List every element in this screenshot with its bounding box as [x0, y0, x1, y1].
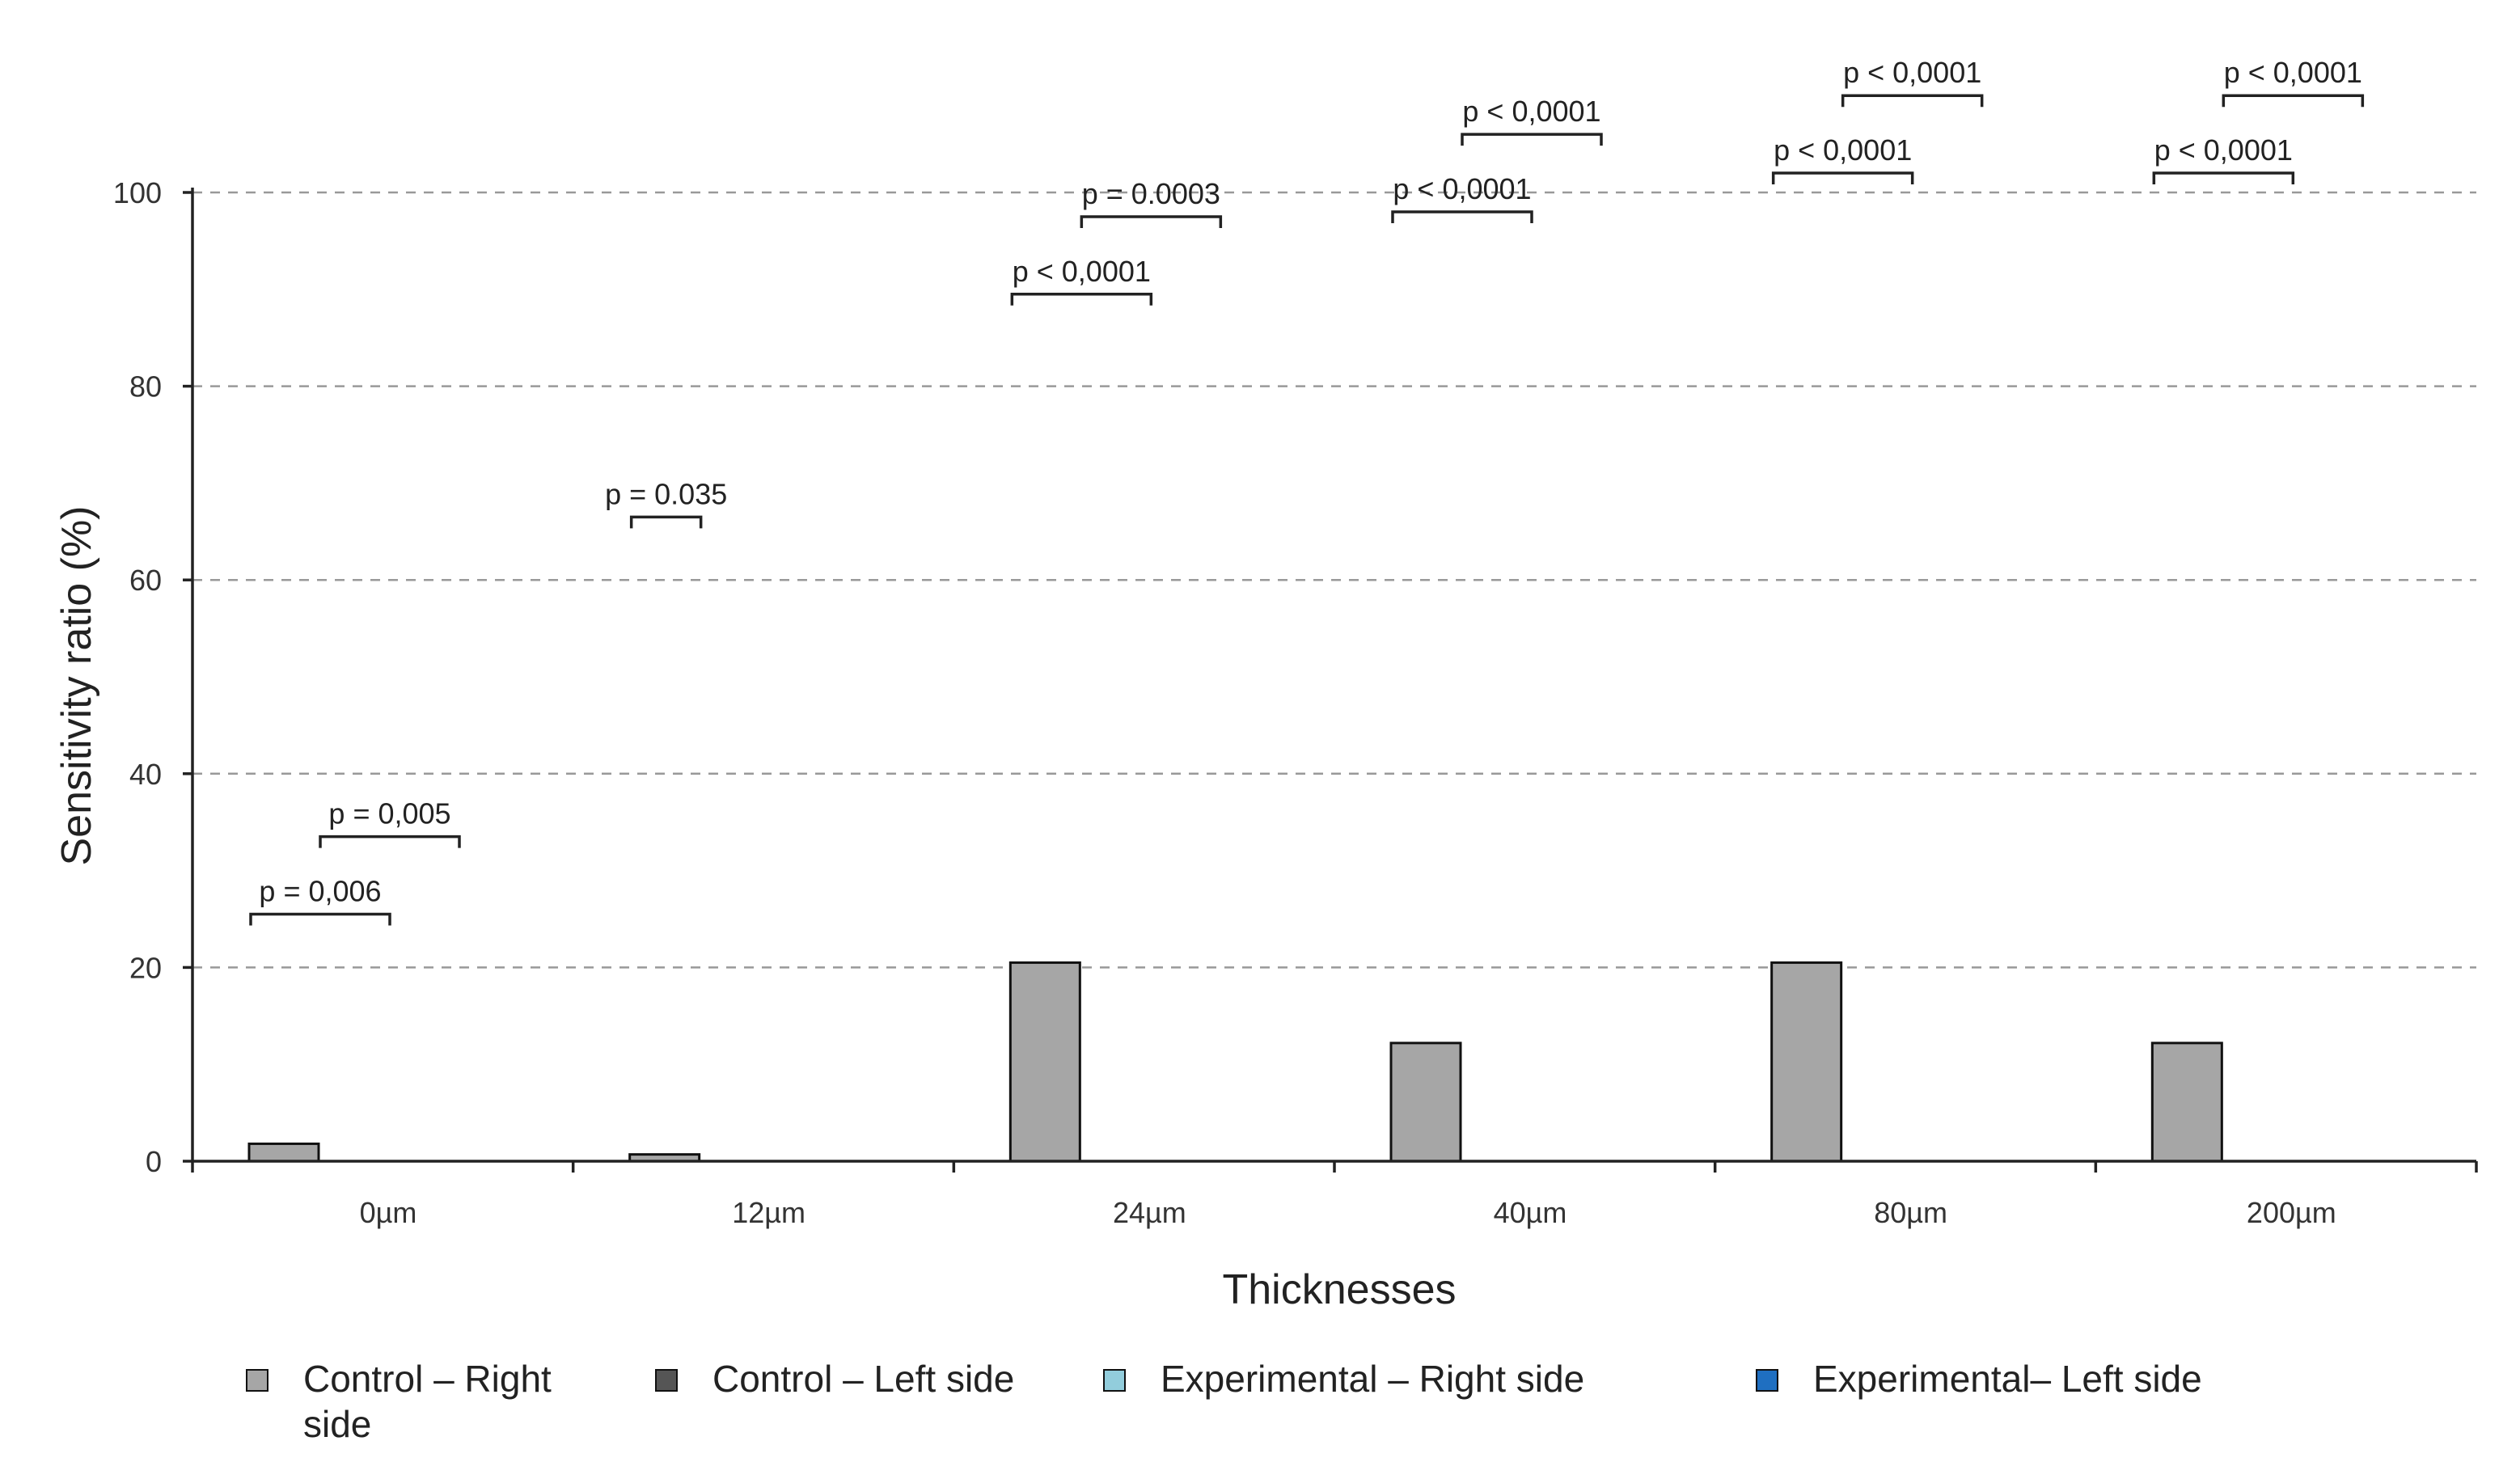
y-axis-title: Sensitivity ratio (%)	[53, 506, 100, 866]
p-value-label: p < 0,0001	[1462, 95, 1600, 128]
p-value-label: p < 0,0001	[2154, 133, 2293, 167]
gridlines	[192, 191, 2476, 969]
bars	[247, 961, 2223, 1163]
p-value-bracket	[1771, 171, 1914, 185]
p-value-annotation: p < 0,0001	[1461, 95, 1603, 146]
y-tick-label-60: 60	[129, 564, 162, 597]
p-value-annotation: p < 0,0001	[2222, 56, 2365, 108]
axes: 0 20 40 60 80 100 0µm 12µm 24µm 40µm 80µm 200µm	[113, 176, 2478, 1229]
p-value-annotation: p < 0,0001	[1841, 56, 1984, 108]
legend-item-1: Control – Left side	[655, 1358, 1014, 1400]
p-value-bracket	[1080, 215, 1223, 228]
legend-label-2: Experimental – Right side	[1161, 1358, 1584, 1400]
bar-0-0	[247, 1142, 320, 1163]
legend-swatch-1	[655, 1369, 678, 1392]
p-value-bracket	[1010, 293, 1153, 306]
bar-0-2	[1008, 961, 1081, 1163]
y-tick-label-0: 0	[146, 1145, 162, 1178]
p-value-bracket	[1461, 133, 1603, 146]
legend-swatch-3	[1756, 1369, 1778, 1392]
p-value-bracket	[1841, 94, 1984, 108]
p-value-annotation: p < 0,0001	[2152, 133, 2295, 185]
legend-item-3: Experimental– Left side	[1756, 1358, 2202, 1400]
x-tick-label-4: 80µm	[1874, 1196, 1947, 1229]
p-value-bracket	[1391, 210, 1533, 223]
p-value-label: p < 0,0001	[1013, 255, 1151, 288]
legend-item-2: Experimental – Right side	[1103, 1358, 1584, 1400]
y-tick-label-20: 20	[129, 951, 162, 984]
significance-annotations: p = 0,006 p = 0,005 p = 0.035 p < 0,0001 p =…	[249, 56, 2365, 926]
y-tick-label-100: 100	[113, 176, 162, 209]
p-value-annotation: p = 0.035	[605, 477, 727, 529]
x-tick-label-1: 12µm	[732, 1196, 805, 1229]
x-tick-label-0: 0µm	[360, 1196, 417, 1229]
legend: Control – Right side Control – Left side Ex…	[246, 1358, 2202, 1445]
legend-swatch-2	[1103, 1369, 1126, 1392]
legend-swatch-0	[246, 1369, 268, 1392]
legend-item-0: Control – Right side	[246, 1358, 552, 1445]
p-value-bracket	[629, 515, 703, 529]
legend-label-3: Experimental– Left side	[1813, 1358, 2202, 1400]
y-tick-label-80: 80	[129, 370, 162, 404]
p-value-label: p < 0,0001	[1774, 133, 1912, 167]
legend-label-line-2: side	[303, 1403, 371, 1445]
p-value-bracket	[319, 835, 461, 848]
x-tick-label-3: 40µm	[1494, 1196, 1567, 1229]
p-value-annotation: p = 0,006	[249, 875, 391, 926]
bar-0-4	[1770, 961, 1843, 1163]
p-value-bracket	[2222, 94, 2365, 108]
p-value-label: p = 0,005	[328, 797, 450, 830]
p-value-annotation: p < 0,0001	[1391, 172, 1533, 223]
x-axis-title: Thicknesses	[1223, 1266, 1457, 1313]
bar-0-3	[1389, 1042, 1462, 1163]
p-value-label: p < 0,0001	[1393, 172, 1531, 205]
p-value-label: p = 0.0003	[1082, 177, 1220, 210]
x-tick-label-2: 24µm	[1113, 1196, 1186, 1229]
bar-0-5	[2150, 1042, 2223, 1163]
p-value-label: p < 0,0001	[2224, 56, 2362, 89]
y-tick-label-40: 40	[129, 758, 162, 791]
p-value-label: p = 0,006	[259, 875, 381, 908]
p-value-bracket	[2152, 171, 2295, 185]
legend-label-1: Control – Left side	[712, 1358, 1014, 1400]
x-tick-label-5: 200µm	[2247, 1196, 2336, 1229]
p-value-bracket	[249, 912, 391, 926]
p-value-annotation: p < 0,0001	[1010, 255, 1153, 306]
p-value-label: p = 0.035	[605, 477, 727, 510]
legend-label-0: Control – Right side	[303, 1358, 552, 1445]
legend-label-line-1: Control – Right	[303, 1358, 552, 1400]
p-value-annotation: p = 0.0003	[1080, 177, 1223, 228]
p-value-annotation: p = 0,005	[319, 797, 461, 848]
p-value-annotation: p < 0,0001	[1771, 133, 1914, 185]
p-value-label: p < 0,0001	[1843, 56, 1981, 89]
